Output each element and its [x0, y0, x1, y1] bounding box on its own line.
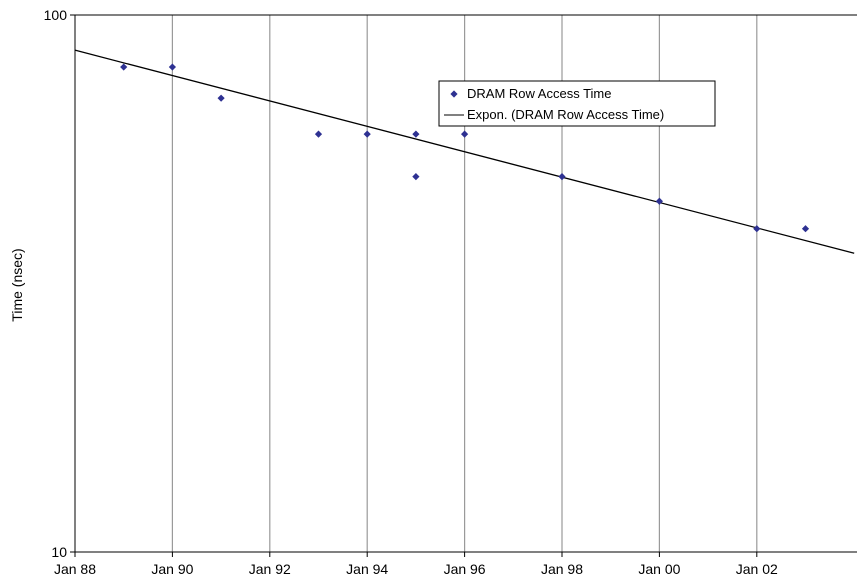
data-point — [753, 225, 761, 233]
y-axis-title: Time (nsec) — [9, 248, 25, 321]
data-point — [801, 225, 810, 233]
axes — [74, 14, 857, 553]
data-point — [412, 130, 420, 138]
data-points-layer — [120, 63, 810, 233]
y-tick-label: 10 — [51, 544, 67, 560]
trendline-layer — [74, 49, 855, 254]
trendline — [74, 49, 855, 254]
legend-label-trendline: Expon. (DRAM Row Access Time) — [467, 107, 664, 122]
data-point — [168, 63, 176, 71]
data-point — [314, 130, 323, 138]
data-point — [120, 63, 128, 71]
x-tick-label: Jan 96 — [444, 561, 486, 577]
x-tick-label: Jan 94 — [346, 561, 388, 577]
axis-ticks: Jan 88 Jan 90 Jan 92 Jan 94 Jan 96 Jan 98 Jan … — [44, 7, 778, 577]
data-point — [412, 173, 420, 181]
x-tick-label: Jan 02 — [736, 561, 778, 577]
x-tick-label: Jan 98 — [541, 561, 583, 577]
data-point — [363, 130, 371, 138]
x-tick-label: Jan 90 — [151, 561, 193, 577]
data-point — [558, 173, 566, 181]
y-tick-label: 100 — [44, 7, 68, 23]
legend-box — [438, 80, 716, 127]
data-point — [217, 94, 225, 102]
legend-marker-diamond — [450, 90, 458, 98]
data-point — [461, 130, 469, 138]
data-point — [655, 197, 663, 205]
legend: DRAM Row Access Time Expon. (DRAM Row Ac… — [438, 80, 716, 127]
x-tick-label: Jan 00 — [638, 561, 680, 577]
x-tick-label: Jan 92 — [249, 561, 291, 577]
x-tick-label: Jan 88 — [54, 561, 96, 577]
legend-label-points: DRAM Row Access Time — [467, 86, 611, 101]
